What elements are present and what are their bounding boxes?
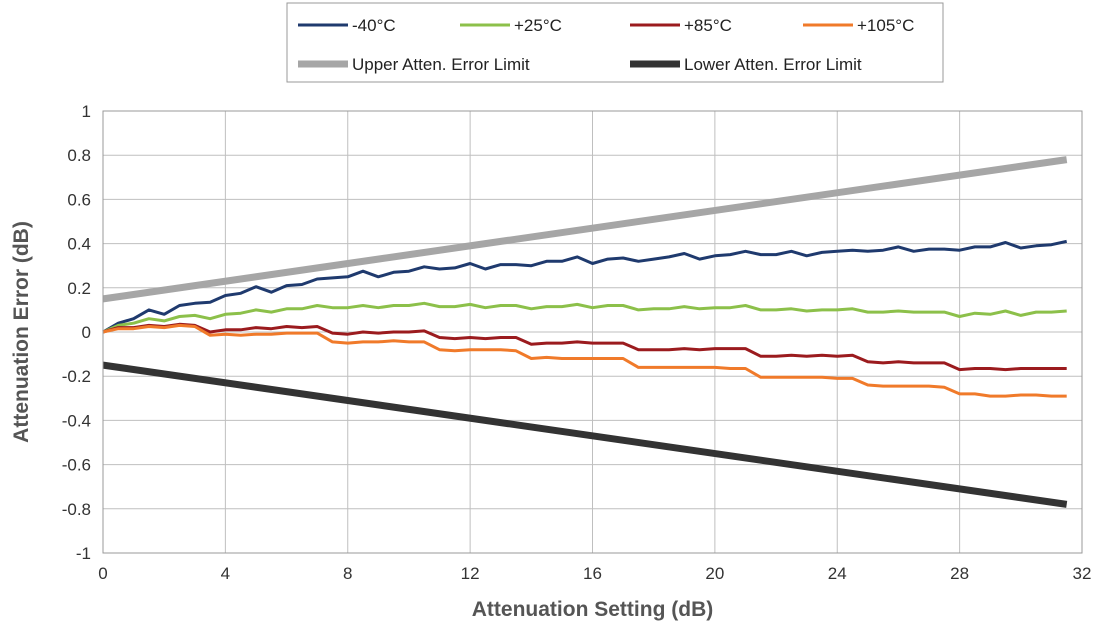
y-tick-label: -0.4	[62, 411, 91, 430]
y-tick-label: 0.2	[67, 279, 91, 298]
legend-label-lower-atten-error-limit: Lower Atten. Error Limit	[684, 55, 862, 74]
series-line-upper-atten-error-limit	[102, 156, 1068, 303]
y-axis-title: Attenuation Error (dB)	[10, 221, 33, 443]
legend-label-40-c: -40°C	[352, 16, 396, 35]
x-tick-label: 24	[828, 564, 847, 583]
series-line-25-c	[102, 301, 1067, 334]
x-tick-label: 32	[1073, 564, 1092, 583]
x-tick-label: 20	[705, 564, 724, 583]
series-lines	[102, 156, 1068, 508]
legend: -40°C +25°C +85°C +105°C Upper Atten. Error …	[286, 2, 944, 83]
x-tick-label: 8	[343, 564, 352, 583]
series-line-40-c	[102, 239, 1068, 334]
x-tick-label: 28	[950, 564, 969, 583]
y-tick-label: 0.6	[67, 190, 91, 209]
x-tick-label: 16	[583, 564, 602, 583]
series-line-lower-atten-error-limit	[102, 361, 1068, 508]
series-line-85-c	[102, 322, 1067, 372]
y-tick-label: -0.8	[62, 500, 91, 519]
x-tick-label: 12	[461, 564, 480, 583]
y-tick-label: 0.8	[67, 146, 91, 165]
legend-label-105-c: +105°C	[857, 16, 914, 35]
y-tick-label: -1	[76, 544, 91, 563]
legend-box	[286, 2, 944, 83]
x-tick-labels: 0 4 8 12 16 20 24 28 32	[98, 564, 1091, 583]
y-tick-label: -0.6	[62, 456, 91, 475]
legend-label-85-c: +85°C	[684, 16, 732, 35]
y-tick-label: 0.4	[67, 235, 91, 254]
y-tick-label: 0	[82, 323, 91, 342]
y-tick-labels: 1 0.8 0.6 0.4 0.2 0 -0.2 -0.4 -0.6 -0.8 -1	[62, 102, 91, 563]
y-tick-label: 1	[82, 102, 91, 121]
x-axis-title: Attenuation Setting (dB)	[472, 598, 713, 621]
y-tick-label: -0.2	[62, 367, 91, 386]
legend-label-upper-atten-error-limit: Upper Atten. Error Limit	[352, 55, 530, 74]
x-tick-label: 4	[221, 564, 230, 583]
series-line-105-c	[102, 323, 1067, 398]
legend-label-25-c: +25°C	[514, 16, 562, 35]
plot-area-frame	[102, 110, 1083, 554]
x-tick-label: 0	[98, 564, 107, 583]
